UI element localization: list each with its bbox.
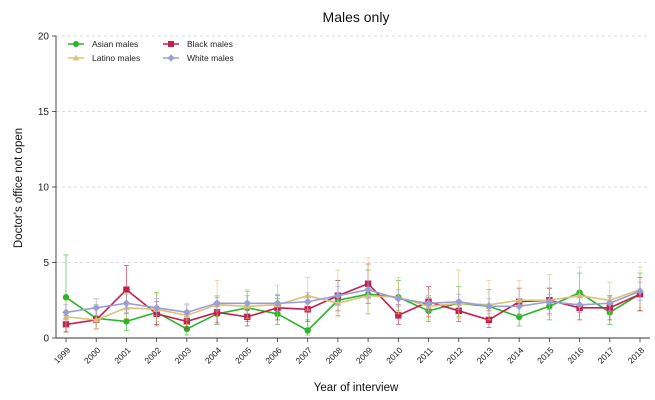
point-3-12	[424, 299, 433, 308]
legend-marker-1	[168, 41, 174, 47]
point-3-0	[62, 308, 70, 317]
point-0-8	[304, 327, 311, 334]
x-tick-label-5: 2004	[203, 345, 224, 366]
point-0-0	[62, 294, 70, 301]
point-3-11	[394, 294, 403, 303]
x-tick-label-12: 2011	[415, 345, 435, 365]
point-1-2	[123, 286, 130, 293]
point-3-7	[273, 299, 282, 308]
point-0-2	[123, 318, 130, 325]
x-tick-label-10: 2009	[354, 345, 375, 366]
x-tick-label-9: 2008	[324, 345, 345, 366]
point-3-10	[364, 285, 372, 294]
point-3-1	[92, 303, 101, 312]
x-tick-label-4: 2003	[173, 345, 194, 366]
x-tick-label-13: 2012	[445, 345, 466, 366]
x-tick-label-16: 2015	[535, 345, 556, 366]
legend-marker-3	[167, 54, 175, 62]
x-tick-label-0: 1999	[52, 345, 73, 366]
series-line-0	[65, 291, 641, 332]
x-tick-label-14: 2013	[475, 345, 496, 366]
point-3-13	[454, 297, 463, 306]
series-3	[62, 280, 644, 321]
legend-label-0: Asian males	[92, 39, 138, 49]
point-3-17	[575, 300, 584, 309]
gridlines	[56, 35, 650, 263]
x-tick-label-11: 2010	[384, 345, 405, 366]
x-tick-label-15: 2014	[505, 345, 526, 366]
x-axis-label: Year of interview	[314, 382, 399, 394]
point-3-4	[183, 308, 191, 317]
legend: Asian males Black males Latino males White …	[68, 39, 234, 63]
point-1-11	[395, 312, 402, 319]
point-3-9	[334, 291, 342, 300]
series-line-2	[65, 288, 641, 321]
y-ticks: 0 5 10 15 20	[38, 32, 56, 345]
point-3-19	[636, 287, 644, 296]
point-3-6	[243, 299, 252, 308]
point-3-8	[303, 297, 312, 306]
point-3-16	[545, 297, 554, 306]
legend-item-2: Latino males	[68, 53, 140, 63]
legend-item-1: Black males	[163, 39, 233, 49]
x-tick-label-2: 2001	[112, 345, 133, 366]
x-ticks: 1999 2000 2001 2002 2003 2004 2005 2006 2007 2008…	[52, 338, 647, 366]
y-tick-label-0: 0	[43, 334, 49, 345]
y-axis-label: Doctor's office not open	[13, 128, 25, 248]
x-tick-label-3: 2002	[142, 345, 163, 366]
legend-label-3: White males	[187, 53, 234, 63]
legend-marker-0	[73, 41, 79, 47]
y-tick-label-1: 5	[43, 258, 49, 269]
point-3-5	[213, 299, 221, 308]
x-tick-label-7: 2006	[263, 345, 284, 366]
y-tick-label-4: 20	[38, 32, 50, 43]
x-tick-label-17: 2016	[565, 345, 586, 366]
point-2-17	[576, 292, 584, 299]
point-3-15	[515, 302, 523, 311]
point-3-14	[485, 302, 493, 311]
point-3-3	[152, 303, 161, 312]
x-tick-label-1: 2000	[82, 345, 103, 366]
point-2-1	[92, 316, 100, 323]
series-line-3	[65, 288, 641, 314]
y-tick-label-2: 10	[38, 183, 50, 194]
legend-label-2: Latino males	[92, 53, 140, 63]
series-group	[62, 254, 644, 336]
series-0	[62, 254, 644, 336]
point-3-18	[605, 299, 614, 308]
x-tick-label-18: 2017	[596, 345, 617, 366]
x-tick-label-8: 2007	[293, 345, 314, 366]
legend-item-3: White males	[163, 53, 234, 63]
legend-item-0: Asian males	[68, 39, 138, 49]
legend-label-1: Black males	[187, 39, 233, 49]
y-tick-label-3: 15	[38, 107, 50, 118]
x-tick-label-6: 2005	[233, 345, 254, 366]
point-3-2	[122, 299, 131, 308]
chart-title: Males only	[323, 9, 390, 25]
legend-marker-2	[72, 54, 80, 61]
x-tick-label-19: 2018	[626, 345, 647, 366]
